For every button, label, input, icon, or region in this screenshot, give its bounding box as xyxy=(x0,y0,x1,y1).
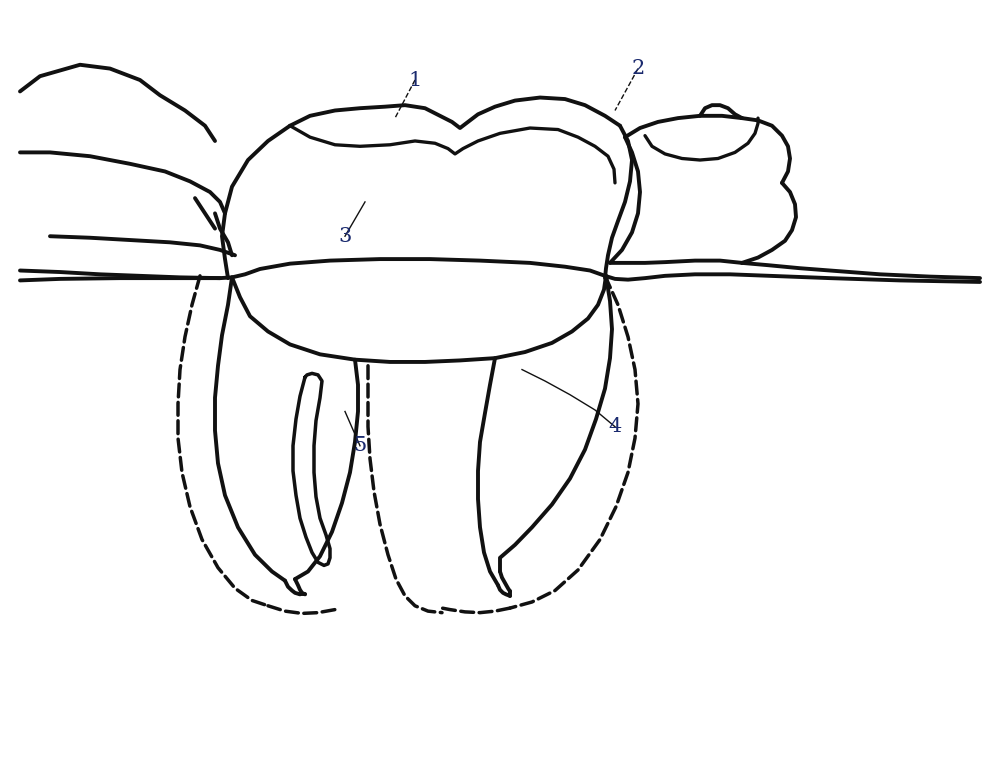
Text: 5: 5 xyxy=(353,437,367,455)
Text: 2: 2 xyxy=(631,59,645,78)
Text: 1: 1 xyxy=(408,71,422,89)
Text: 3: 3 xyxy=(338,227,352,245)
Text: 4: 4 xyxy=(608,418,622,436)
